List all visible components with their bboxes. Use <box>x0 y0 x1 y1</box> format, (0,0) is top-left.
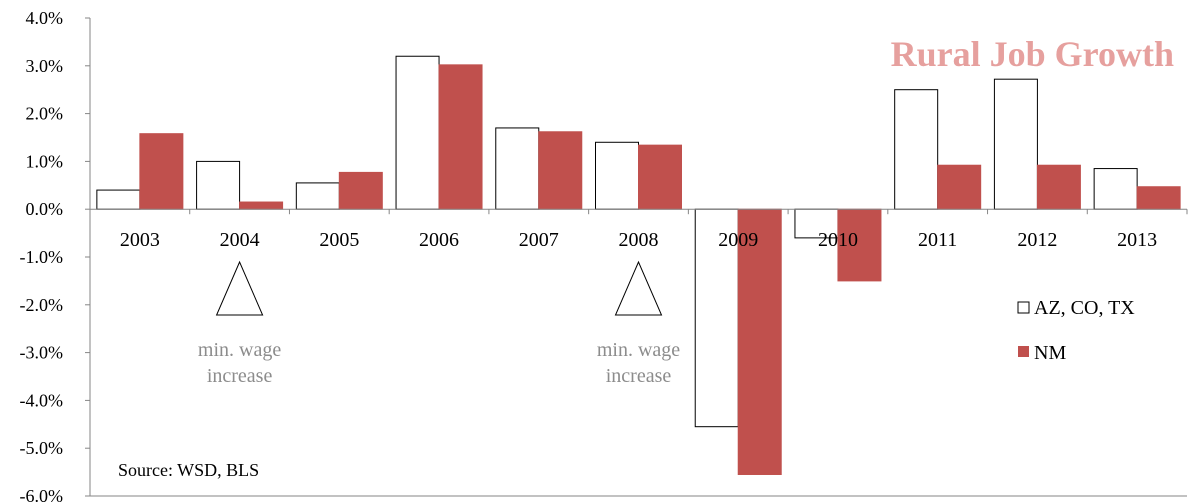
category-label-2006: 2006 <box>419 229 459 251</box>
bar-az-co-tx-2012 <box>993 78 1038 210</box>
category-label-2011: 2011 <box>918 229 957 251</box>
category-label-2008: 2008 <box>619 229 659 251</box>
y-tick-label: -2.0% <box>20 295 64 315</box>
bar-nm-2006 <box>438 64 483 210</box>
triangle-icon <box>215 260 264 316</box>
legend-swatch-az-co-tx <box>1017 301 1030 314</box>
legend-label-nm: NM <box>1034 342 1066 364</box>
y-tick-label: -1.0% <box>20 247 64 267</box>
source-note: Source: WSD, BLS <box>118 460 259 480</box>
annotation-line1: min. wage <box>597 339 680 361</box>
category-label-2010: 2010 <box>818 229 858 251</box>
category-label-2009: 2009 <box>718 229 758 251</box>
category-label-2013: 2013 <box>1117 229 1157 251</box>
bar-az-co-tx-2006 <box>395 55 440 210</box>
legend-label-az-co-tx: AZ, CO, TX <box>1034 297 1135 319</box>
y-tick-label: 3.0% <box>26 56 64 76</box>
x-axis <box>90 208 1188 497</box>
y-tick-label: 2.0% <box>26 104 64 124</box>
bar-nm-2011 <box>937 164 982 210</box>
bar-az-co-tx-2007 <box>495 127 540 210</box>
annotation-line2: increase <box>606 365 672 387</box>
bar-az-co-tx-2008 <box>595 141 639 210</box>
annotations: min. wage increase min. wage increase <box>198 260 680 387</box>
bar-az-co-tx-2004 <box>196 160 241 210</box>
bar-nm-2012 <box>1036 164 1081 210</box>
y-tick-label: 0.0% <box>26 199 64 219</box>
bar-az-co-tx-2003 <box>96 189 141 210</box>
y-tick-label: -3.0% <box>20 343 64 363</box>
bar-nm-2004 <box>239 201 284 210</box>
annotation-line1: min. wage <box>198 339 281 361</box>
annotation-line2: increase <box>207 365 273 387</box>
y-axis: 4.0% 3.0% 2.0% 1.0% 0.0% -1.0% -2.0% -3.0% -4.0%… <box>20 8 91 504</box>
category-label-2005: 2005 <box>319 229 359 251</box>
category-label-2007: 2007 <box>519 229 559 251</box>
bar-nm-2013 <box>1136 186 1181 210</box>
category-label-2003: 2003 <box>120 229 160 251</box>
y-tick-label: -5.0% <box>20 438 64 458</box>
bar-nm-2005 <box>338 171 383 210</box>
bar-nm-2003 <box>139 133 184 210</box>
bar-az-co-tx-2013 <box>1093 168 1138 210</box>
legend: AZ, CO, TX NM <box>1017 297 1135 364</box>
y-tick-label: 1.0% <box>26 151 64 171</box>
bar-az-co-tx-2005 <box>295 182 340 210</box>
bars <box>96 55 1181 475</box>
bar-az-co-tx-2009 <box>694 208 739 428</box>
y-tick-label: -6.0% <box>20 486 64 504</box>
y-tick-label: -4.0% <box>20 390 64 410</box>
category-label-2004: 2004 <box>220 229 260 251</box>
category-label-2012: 2012 <box>1017 229 1057 251</box>
bar-nm-2008 <box>638 144 682 210</box>
bar-az-co-tx-2011 <box>894 89 939 210</box>
chart-title: Rural Job Growth <box>891 34 1174 74</box>
triangle-icon <box>614 260 663 316</box>
bar-nm-2007 <box>538 131 583 210</box>
y-tick-label: 4.0% <box>26 8 64 28</box>
legend-swatch-nm <box>1018 346 1029 357</box>
category-labels: 2003 2004 2005 2006 2007 2008 2009 2010 2011 2012… <box>120 229 1157 251</box>
